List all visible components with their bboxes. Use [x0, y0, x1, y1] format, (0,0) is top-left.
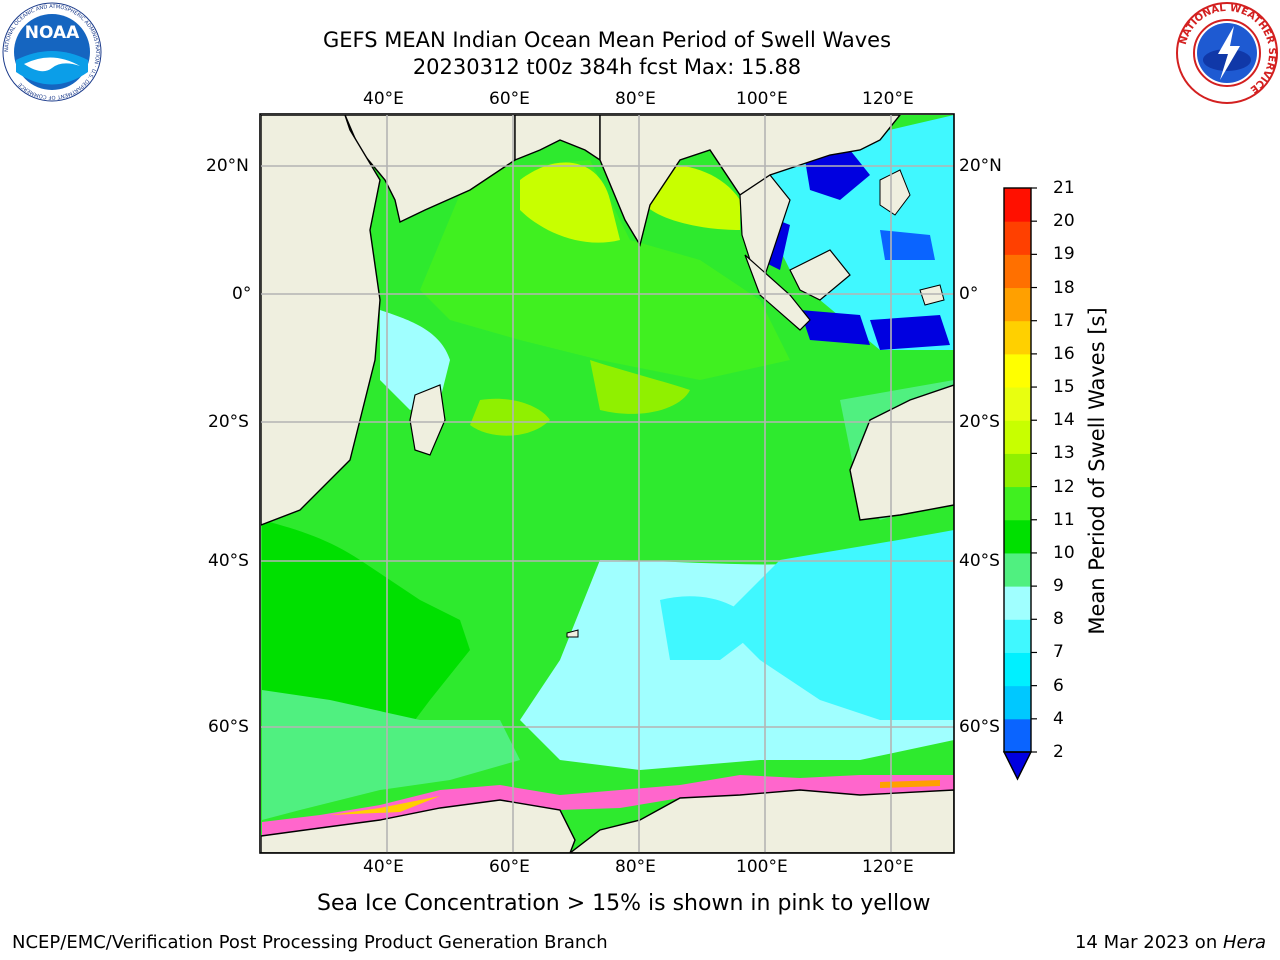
footer-date-text: 14 Mar 2023 on — [1074, 932, 1223, 953]
lat-label-right-20s: 20°S — [959, 412, 1000, 432]
map-gridlines — [261, 115, 954, 853]
lon-label-bottom-60e: 60°E — [489, 857, 530, 877]
lat-label-right-0: 0° — [959, 284, 979, 304]
lat-label-right-20n: 20°N — [959, 156, 1002, 176]
colorbar-segment — [1004, 287, 1031, 322]
lat-label-left-60s: 60°S — [208, 717, 249, 737]
colorbar-segment — [1004, 188, 1031, 222]
colorbar-label: Mean Period of Swell Waves [s] — [1085, 307, 1109, 635]
colorbar-frame — [1003, 187, 1032, 753]
colorbar-tick-label: 7 — [1053, 642, 1064, 663]
colorbar-tick-label: 15 — [1053, 377, 1075, 398]
sea-ice-note: Sea Ice Concentration > 15% is shown in … — [317, 891, 931, 916]
colorbar-tick-label: 9 — [1053, 576, 1064, 597]
colorbar-tick-label: 10 — [1053, 542, 1075, 563]
colorbar-tick-label: 17 — [1053, 310, 1075, 331]
colorbar-segment — [1004, 254, 1031, 289]
map-frame — [259, 113, 955, 854]
colorbar-segment — [1004, 685, 1031, 720]
colorbar-tick-label: 19 — [1053, 244, 1075, 265]
lat-label-left-40s: 40°S — [208, 551, 249, 571]
footer-credit: NCEP/EMC/Verification Post Processing Pr… — [12, 932, 608, 953]
lon-label-bottom-120e: 120°E — [862, 857, 914, 877]
colorbar-under-arrow — [1002, 751, 1033, 781]
colorbar-tick-label: 13 — [1053, 443, 1075, 464]
lat-label-left-20n: 20°N — [206, 156, 249, 176]
colorbar-segment — [1004, 221, 1031, 255]
colorbar-segment — [1004, 552, 1031, 587]
colorbar-tick-label: 4 — [1053, 708, 1064, 729]
colorbar-segment — [1004, 586, 1031, 620]
colorbar-tick-label: 18 — [1053, 277, 1075, 298]
nws-logo: NATIONAL WEATHER SERVICE — [1176, 2, 1278, 104]
lon-label-top-120e: 120°E — [862, 89, 914, 109]
colorbar-tick-label: 20 — [1053, 211, 1075, 232]
lat-label-left-0: 0° — [232, 284, 252, 304]
colorbar — [1002, 187, 1037, 781]
colorbar-tick-label: 2 — [1053, 742, 1064, 762]
noaa-logo: NOAA NATIONAL OCEANIC AND ATMOSPHERIC AD… — [2, 2, 102, 102]
noaa-logo-wordmark: NOAA — [25, 23, 80, 43]
colorbar-segment — [1004, 320, 1031, 355]
colorbar-segment — [1004, 519, 1031, 554]
colorbar-segment — [1004, 652, 1031, 687]
colorbar-tick-label: 6 — [1053, 675, 1064, 696]
lon-label-bottom-40e: 40°E — [363, 857, 404, 877]
colorbar-segment — [1004, 486, 1031, 521]
colorbar-tick-label: 14 — [1053, 410, 1075, 431]
colorbar-segment — [1004, 718, 1031, 753]
lat-label-right-60s: 60°S — [959, 717, 1000, 737]
chart-title: GEFS MEAN Indian Ocean Mean Period of Sw… — [322, 28, 892, 52]
colorbar-segment — [1004, 353, 1031, 388]
colorbar-tick-label: 8 — [1053, 609, 1064, 630]
lat-label-right-40s: 40°S — [959, 551, 1000, 571]
chart-subtitle: 20230312 t00z 384h fcst Max: 15.88 — [412, 55, 802, 79]
lon-label-top-80e: 80°E — [615, 89, 656, 109]
colorbar-segment — [1004, 619, 1031, 653]
lon-label-top-100e: 100°E — [736, 89, 788, 109]
lon-label-top-40e: 40°E — [363, 89, 404, 109]
lon-label-bottom-100e: 100°E — [736, 857, 788, 877]
lat-label-left-20s: 20°S — [208, 412, 249, 432]
colorbar-tick-label: 12 — [1053, 476, 1075, 497]
map-field — [261, 115, 954, 853]
lon-label-bottom-80e: 80°E — [615, 857, 656, 877]
colorbar-tick-label: 11 — [1053, 509, 1075, 530]
footer-host: Hera — [1222, 932, 1266, 953]
lon-label-top-60e: 60°E — [489, 89, 530, 109]
colorbar-tick-label: 16 — [1053, 343, 1075, 364]
colorbar-segment — [1004, 420, 1031, 454]
colorbar-segment — [1004, 453, 1031, 488]
colorbar-segment — [1004, 387, 1031, 421]
footer-date: 14 Mar 2023 on Hera — [1075, 932, 1266, 954]
colorbar-tick-label: 21 — [1053, 178, 1075, 198]
